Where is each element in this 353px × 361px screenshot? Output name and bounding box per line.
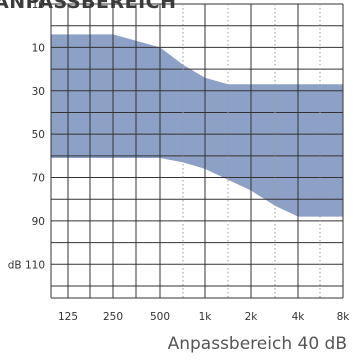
x-tick-label: 2k — [245, 311, 259, 323]
audiogram-chart: -10 10 30 50 70 90 dB 110 125 250 500 1k 2k 4k 8k — [8, 0, 351, 323]
fitting-range-area — [51, 34, 343, 217]
y-tick-label: 10 — [32, 42, 45, 54]
y-tick-label: 90 — [32, 216, 45, 228]
header-strip: ANPASSBEREICH — [0, 0, 353, 16]
chart-title: ANPASSBEREICH — [0, 0, 177, 13]
x-tick-label: 1k — [199, 311, 213, 323]
footer-caption: Anpassbereich 40 dB — [167, 334, 347, 354]
x-tick-label: 8k — [337, 311, 351, 323]
y-tick-label: -10 — [28, 0, 45, 11]
y-tick-label: dB 110 — [8, 259, 45, 271]
y-tick-label: 30 — [32, 86, 45, 98]
y-tick-label: 50 — [32, 129, 45, 141]
x-tick-label: 125 — [58, 311, 78, 323]
x-tick-label: 4k — [292, 311, 306, 323]
y-tick-label: 70 — [32, 173, 45, 185]
x-tick-label: 500 — [150, 311, 170, 323]
x-tick-label: 250 — [103, 311, 123, 323]
